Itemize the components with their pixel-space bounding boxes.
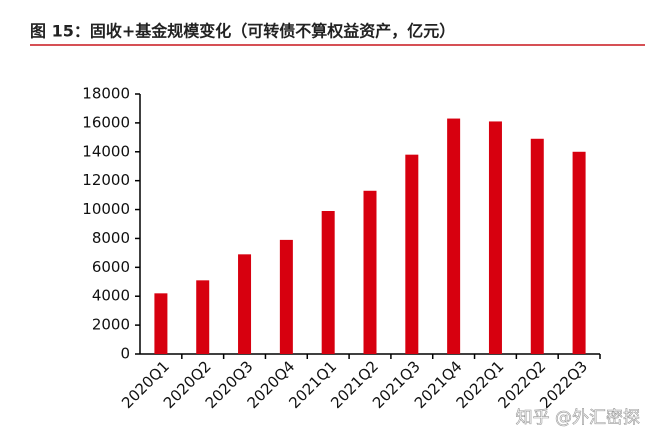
bar (530, 138, 544, 354)
y-tick-label: 8000 (92, 229, 130, 247)
y-tick-label: 18000 (82, 85, 130, 103)
bar (572, 151, 586, 354)
watermark: 知乎 @外汇密探 (516, 408, 640, 428)
y-tick-label: 4000 (92, 287, 130, 305)
y-tick-label: 16000 (82, 113, 130, 131)
y-tick-label: 0 (120, 345, 130, 363)
bar (238, 254, 252, 354)
bar (405, 154, 419, 354)
bar (154, 293, 168, 354)
y-tick-label: 2000 (92, 316, 130, 334)
bar (363, 190, 377, 354)
y-tick-label: 12000 (82, 171, 130, 189)
bar (447, 118, 461, 354)
chart-title: 图 15：固收+基金规模变化（可转债不算权益资产，亿元） (30, 22, 455, 41)
bar (488, 121, 502, 354)
y-tick-label: 14000 (82, 142, 130, 160)
y-tick-label: 10000 (82, 200, 130, 218)
bar (196, 280, 210, 354)
bar (321, 211, 335, 354)
bar (279, 239, 293, 354)
y-tick-label: 6000 (92, 258, 130, 276)
